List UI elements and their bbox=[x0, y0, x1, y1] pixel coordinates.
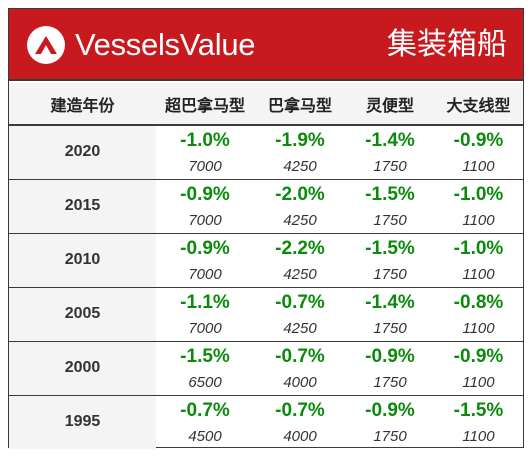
valuation-card: VesselsValue 集装箱船 建造年份 超巴拿马型 巴拿马型 灵便型 大支… bbox=[8, 8, 524, 449]
value-change: -1.9% bbox=[275, 130, 325, 151]
vessel-size: 1750 bbox=[373, 319, 407, 337]
build-year: 2005 bbox=[9, 287, 156, 342]
value-change: -1.5% bbox=[453, 399, 504, 421]
value-cell: -1.5% 1750 bbox=[346, 233, 434, 288]
value-change: -0.9% bbox=[365, 345, 415, 367]
value-change: -2.0% bbox=[275, 183, 325, 205]
value-cell: -1.1% 7000 bbox=[156, 287, 254, 342]
table-row: 1995 -0.7% 4500 -0.7% 4000 -0.9% 1750 -1.5%… bbox=[9, 395, 523, 449]
segment-title: 集装箱船 bbox=[387, 27, 507, 62]
column-header-panamax: 巴拿马型 bbox=[254, 83, 346, 126]
value-change: -1.5% bbox=[365, 237, 415, 259]
value-cell: -0.7% 4250 bbox=[254, 287, 346, 342]
column-header-build-year: 建造年份 bbox=[9, 83, 156, 126]
value-cell: -0.9% 1750 bbox=[346, 395, 434, 449]
vessel-size: 4250 bbox=[283, 265, 317, 283]
value-change: -1.4% bbox=[365, 130, 415, 151]
value-cell: -1.0% 1100 bbox=[434, 179, 523, 234]
value-change: -2.2% bbox=[275, 237, 325, 259]
value-cell: -0.9% 1100 bbox=[434, 125, 523, 180]
header-banner: VesselsValue 集装箱船 bbox=[9, 9, 523, 81]
value-change-table: 建造年份 超巴拿马型 巴拿马型 灵便型 大支线型 2020 -1.0% 7000 … bbox=[9, 83, 523, 449]
vessel-size: 4000 bbox=[283, 373, 317, 391]
vessel-size: 4250 bbox=[283, 158, 317, 175]
vessel-size: 6500 bbox=[188, 373, 222, 391]
vessel-size: 4000 bbox=[283, 427, 317, 445]
value-cell: -1.9% 4250 bbox=[254, 125, 346, 180]
column-header-post-panamax: 超巴拿马型 bbox=[156, 83, 254, 126]
build-year: 2020 bbox=[9, 125, 156, 180]
build-year: 2015 bbox=[9, 179, 156, 234]
vessel-size: 7000 bbox=[188, 265, 222, 283]
value-change: -1.5% bbox=[180, 345, 230, 367]
value-change: -0.7% bbox=[275, 291, 325, 313]
table-row: 2010 -0.9% 7000 -2.2% 4250 -1.5% 1750 -1.0%… bbox=[9, 233, 523, 288]
value-cell: -1.4% 1750 bbox=[346, 287, 434, 342]
vessel-size: 7000 bbox=[188, 319, 222, 337]
value-change: -0.9% bbox=[180, 237, 230, 259]
value-cell: -0.9% 7000 bbox=[156, 233, 254, 288]
value-cell: -1.5% 1100 bbox=[434, 395, 523, 449]
vessel-size: 1100 bbox=[462, 158, 495, 175]
value-change: -1.5% bbox=[365, 183, 415, 205]
value-change: -0.7% bbox=[180, 399, 230, 421]
column-header-handy: 灵便型 bbox=[346, 83, 434, 126]
vessel-size: 1750 bbox=[373, 158, 407, 175]
vessel-size: 1100 bbox=[462, 427, 495, 445]
table-row: 2000 -1.5% 6500 -0.7% 4000 -0.9% 1750 -0.9%… bbox=[9, 341, 523, 396]
vessel-size: 1100 bbox=[462, 211, 495, 229]
vessel-size: 7000 bbox=[188, 158, 222, 175]
value-cell: -0.7% 4000 bbox=[254, 395, 346, 449]
value-change: -0.9% bbox=[365, 399, 415, 421]
table-row: 2020 -1.0% 7000 -1.9% 4250 -1.4% 1750 -0.9%… bbox=[9, 125, 523, 180]
value-change: -0.7% bbox=[275, 399, 325, 421]
vessel-size: 1750 bbox=[373, 211, 407, 229]
vessel-size: 4250 bbox=[283, 319, 317, 337]
value-change: -0.9% bbox=[453, 345, 504, 367]
column-header-feedermax: 大支线型 bbox=[434, 83, 523, 126]
value-cell: -0.9% 1750 bbox=[346, 341, 434, 396]
vessel-size: 1100 bbox=[462, 319, 495, 337]
vessel-size: 4500 bbox=[188, 427, 222, 445]
table-header-row: 建造年份 超巴拿马型 巴拿马型 灵便型 大支线型 bbox=[9, 83, 523, 126]
value-change: -0.9% bbox=[180, 183, 230, 205]
table-row: 2015 -0.9% 7000 -2.0% 4250 -1.5% 1750 -1.0%… bbox=[9, 179, 523, 234]
vessel-size: 7000 bbox=[188, 211, 222, 229]
value-cell: -0.7% 4000 bbox=[254, 341, 346, 396]
value-change: -0.8% bbox=[453, 291, 504, 313]
value-change: -0.9% bbox=[453, 130, 504, 151]
brand-name: VesselsValue bbox=[75, 27, 256, 62]
value-change: -1.0% bbox=[453, 183, 504, 205]
value-cell: -0.9% 7000 bbox=[156, 179, 254, 234]
table-row: 2005 -1.1% 7000 -0.7% 4250 -1.4% 1750 -0.8%… bbox=[9, 287, 523, 342]
vesselsvalue-logo-icon bbox=[27, 26, 65, 64]
vessel-size: 4250 bbox=[283, 211, 317, 229]
value-cell: -1.5% 6500 bbox=[156, 341, 254, 396]
value-cell: -2.2% 4250 bbox=[254, 233, 346, 288]
value-change: -1.0% bbox=[180, 130, 230, 151]
value-cell: -0.8% 1100 bbox=[434, 287, 523, 342]
value-cell: -1.0% 7000 bbox=[156, 125, 254, 180]
value-change: -1.0% bbox=[453, 237, 504, 259]
value-cell: -0.9% 1100 bbox=[434, 341, 523, 396]
value-cell: -2.0% 4250 bbox=[254, 179, 346, 234]
build-year: 2010 bbox=[9, 233, 156, 288]
vessel-size: 1750 bbox=[373, 265, 407, 283]
value-change: -1.4% bbox=[365, 291, 415, 313]
value-cell: -0.7% 4500 bbox=[156, 395, 254, 449]
vessel-size: 1750 bbox=[373, 427, 407, 445]
value-change: -0.7% bbox=[275, 345, 325, 367]
value-cell: -1.4% 1750 bbox=[346, 125, 434, 180]
build-year: 2000 bbox=[9, 341, 156, 396]
vessel-size: 1100 bbox=[462, 373, 495, 391]
value-cell: -1.0% 1100 bbox=[434, 233, 523, 288]
vessel-size: 1100 bbox=[462, 265, 495, 283]
vessel-size: 1750 bbox=[373, 373, 407, 391]
value-cell: -1.5% 1750 bbox=[346, 179, 434, 234]
build-year: 1995 bbox=[9, 395, 156, 449]
value-change: -1.1% bbox=[180, 291, 230, 313]
